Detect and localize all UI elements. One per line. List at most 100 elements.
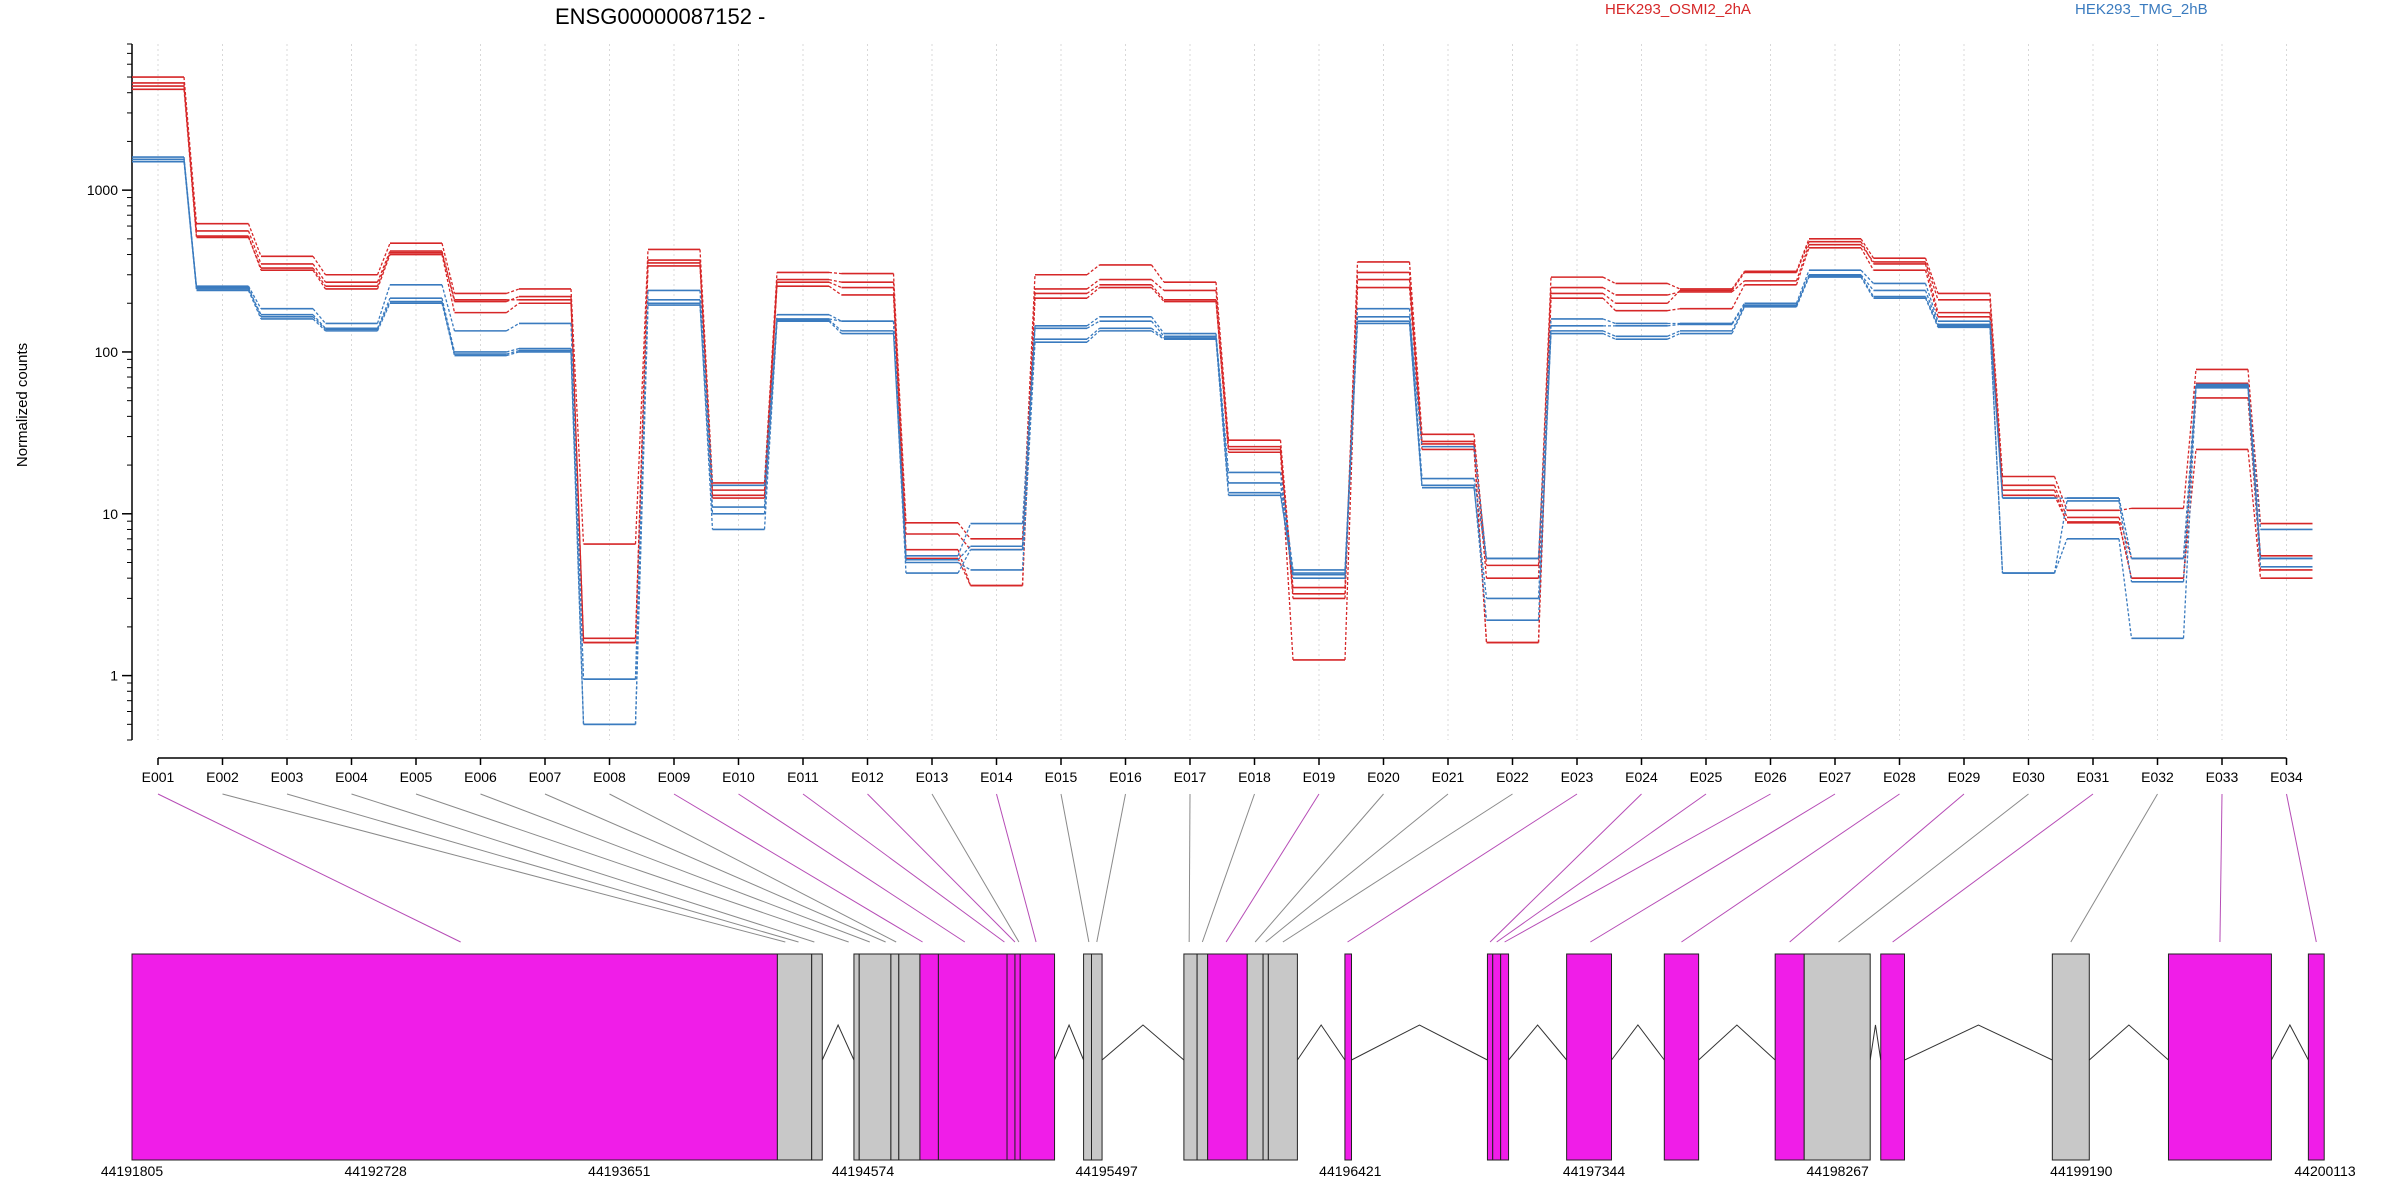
genomic-tick-label: 44198267 (1807, 1163, 1870, 1179)
x-tick-label: E003 (271, 769, 304, 785)
exon-segment (853, 953, 860, 1161)
series-connector (183, 82, 2262, 643)
x-tick-label: E022 (1496, 769, 1529, 785)
exon-segment (131, 953, 778, 1161)
intron-line (1351, 1024, 1488, 1061)
exon-connector (286, 793, 799, 943)
x-tick-label: E017 (1174, 769, 1207, 785)
genomic-tick-label: 44192728 (345, 1163, 408, 1179)
exon-segment (919, 953, 939, 1161)
exon-segment (1663, 953, 1700, 1161)
exon-segment (1344, 953, 1353, 1161)
x-tick-label: E001 (142, 769, 175, 785)
series-line (132, 76, 2313, 589)
x-tick-label: E009 (658, 769, 691, 785)
x-tick-label: E018 (1238, 769, 1271, 785)
exon-segment (1207, 953, 1248, 1161)
x-tick-label: E033 (2206, 769, 2239, 785)
x-tick-label: E008 (593, 769, 626, 785)
intron-line (821, 1023, 855, 1061)
y-tick-label: 1000 (87, 182, 118, 198)
exon-connector (738, 793, 966, 943)
series-connector (183, 85, 2262, 660)
x-tick-label: E012 (851, 769, 884, 785)
exon-segment (1566, 953, 1613, 1161)
intron-line (2088, 1024, 2169, 1061)
x-tick-label: E023 (1561, 769, 1594, 785)
x-tick-label: E014 (980, 769, 1013, 785)
x-tick-label: E028 (1883, 769, 1916, 785)
exon-segment (1486, 953, 1494, 1161)
chart-title: ENSG00000087152 - (555, 4, 765, 29)
x-tick-label: E015 (1045, 769, 1078, 785)
genomic-tick-label: 44195497 (1076, 1163, 1139, 1179)
exon-connector (415, 793, 849, 943)
exon-connector (609, 793, 897, 943)
exon-connector (996, 793, 1037, 943)
exon-connector (1188, 793, 1191, 943)
exon-segment (1267, 953, 1298, 1161)
exon-connector (222, 793, 786, 943)
genomic-tick-label: 44191805 (101, 1163, 164, 1179)
intron-line (2270, 1023, 2309, 1061)
x-tick-label: E024 (1625, 769, 1658, 785)
exon-segment (898, 953, 921, 1161)
exon-segment (2051, 953, 2090, 1161)
x-tick-label: E027 (1819, 769, 1852, 785)
exon-segment (890, 953, 900, 1161)
exon-connector (2070, 793, 2158, 943)
exon-connector (1201, 793, 1255, 943)
exon-connector (673, 793, 923, 943)
exon-connector (1060, 793, 1090, 943)
grid-lines (157, 44, 2287, 740)
exon-segment (2307, 953, 2325, 1161)
exon-segment (1019, 953, 1056, 1161)
x-tick-label: E031 (2077, 769, 2110, 785)
x-tick-label: E002 (206, 769, 239, 785)
intron-line (1904, 1024, 2053, 1061)
exon-segment (1774, 953, 1805, 1161)
x-tick-label: E007 (529, 769, 562, 785)
exon-segment (811, 953, 823, 1161)
genomic-tick-label: 44196421 (1319, 1163, 1382, 1179)
exon-connector (2286, 793, 2317, 943)
exon-connector (1681, 793, 1900, 943)
exon-segment (1492, 953, 1502, 1161)
intron-line (1101, 1024, 1185, 1061)
x-tick-label: E011 (787, 769, 819, 785)
exon-connector (931, 793, 1020, 943)
y-axis-label: Normalized counts (14, 343, 31, 467)
series-line (132, 158, 2313, 726)
intron-line (1296, 1024, 1346, 1061)
exon-connector (1892, 793, 2094, 943)
exon-segment (1880, 953, 1906, 1161)
exon-segment (1006, 953, 1016, 1161)
x-tick-label: E004 (335, 769, 368, 785)
x-tick-label: E013 (916, 769, 949, 785)
x-tick-label: E005 (400, 769, 433, 785)
genomic-tick-label: 44199190 (2050, 1163, 2113, 1179)
legend-entry-tmg: HEK293_TMG_2hB (2075, 1, 2208, 18)
genomic-axis: 44191805 44192728 44193651 44194574 44195497… (101, 1163, 2356, 1179)
exon-connector (1254, 793, 1384, 943)
exon-connector (1225, 793, 1320, 943)
series-connector (183, 159, 2262, 725)
exon-connector (1282, 793, 1513, 943)
intron-line (1611, 1024, 1665, 1061)
series-connector (183, 161, 2262, 725)
exon-connector (1489, 793, 1642, 943)
exon-connector (157, 793, 461, 943)
intron-line (1869, 1024, 1882, 1061)
intron-line (1698, 1024, 1776, 1061)
legend-entry-osmi2: HEK293_OSMI2_2hA (1605, 1, 1751, 18)
gene-model (131, 953, 2325, 1161)
exon-segment (858, 953, 892, 1161)
intron-line (1508, 1024, 1568, 1061)
x-tick-label: E025 (1690, 769, 1723, 785)
exon-connector (1496, 793, 1707, 943)
exon-connector (2219, 793, 2223, 943)
x-tick-label: E029 (1948, 769, 1981, 785)
exon-segment (1083, 953, 1093, 1161)
exon-connector (1504, 793, 1771, 943)
exon-segment (1091, 953, 1103, 1161)
